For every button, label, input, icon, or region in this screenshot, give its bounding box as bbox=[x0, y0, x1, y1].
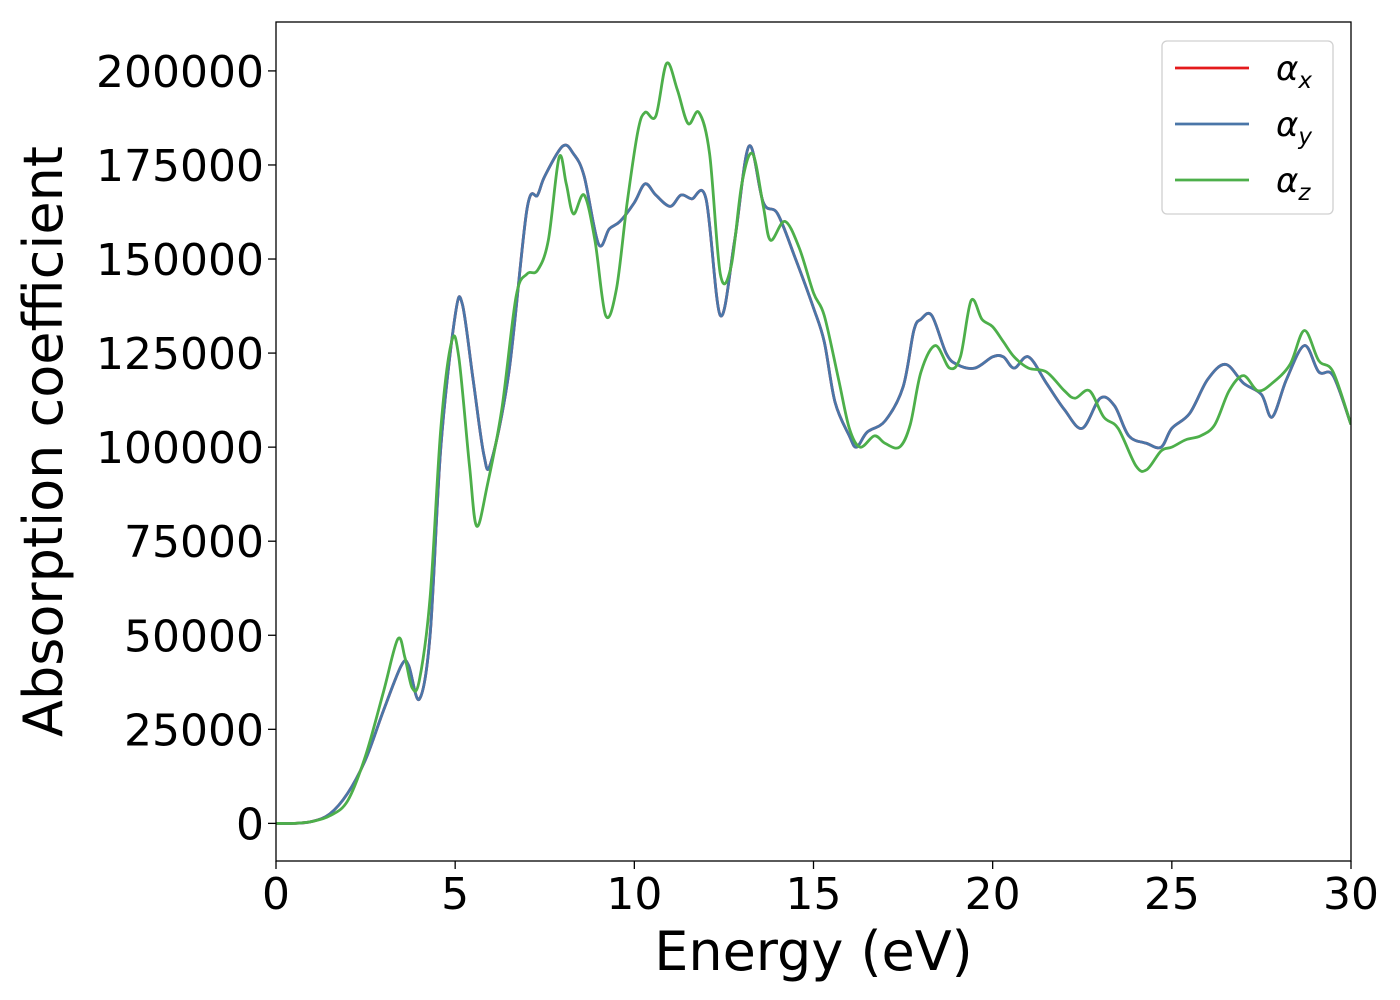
y-tick-label: 150000 bbox=[96, 235, 264, 286]
x-tick-label: 15 bbox=[786, 869, 842, 920]
legend-label-z: αz bbox=[1276, 161, 1311, 206]
x-tick-label: 0 bbox=[262, 869, 290, 920]
series-line-z bbox=[276, 61, 1351, 825]
x-axis: 0 5 10 15 20 25 30 bbox=[262, 861, 1379, 920]
x-axis-title: Energy (eV) bbox=[654, 920, 973, 983]
legend-box bbox=[1161, 40, 1334, 215]
x-tick-label: 30 bbox=[1323, 869, 1379, 920]
series-layer bbox=[276, 61, 1351, 825]
x-tick-label: 10 bbox=[606, 869, 662, 920]
y-tick-label: 175000 bbox=[96, 141, 264, 192]
legend-label-x: αx bbox=[1276, 49, 1312, 94]
y-tick-label: 0 bbox=[236, 799, 264, 850]
y-tick-label: 25000 bbox=[124, 705, 264, 756]
x-tick-label: 25 bbox=[1144, 869, 1200, 920]
legend-label-y: αy bbox=[1276, 105, 1312, 150]
y-tick-label: 200000 bbox=[96, 47, 264, 98]
y-axis: 0 25000 50000 75000 100000 125000 150000 175000… bbox=[96, 47, 276, 850]
y-tick-label: 75000 bbox=[124, 517, 264, 568]
y-axis-title: Absorption coefficient bbox=[12, 146, 75, 737]
y-tick-label: 125000 bbox=[96, 329, 264, 380]
y-tick-label: 100000 bbox=[96, 423, 264, 474]
legend: αx αy αz bbox=[1161, 40, 1334, 215]
x-tick-label: 5 bbox=[441, 869, 469, 920]
x-tick-label: 20 bbox=[965, 869, 1021, 920]
y-tick-label: 50000 bbox=[124, 611, 264, 662]
